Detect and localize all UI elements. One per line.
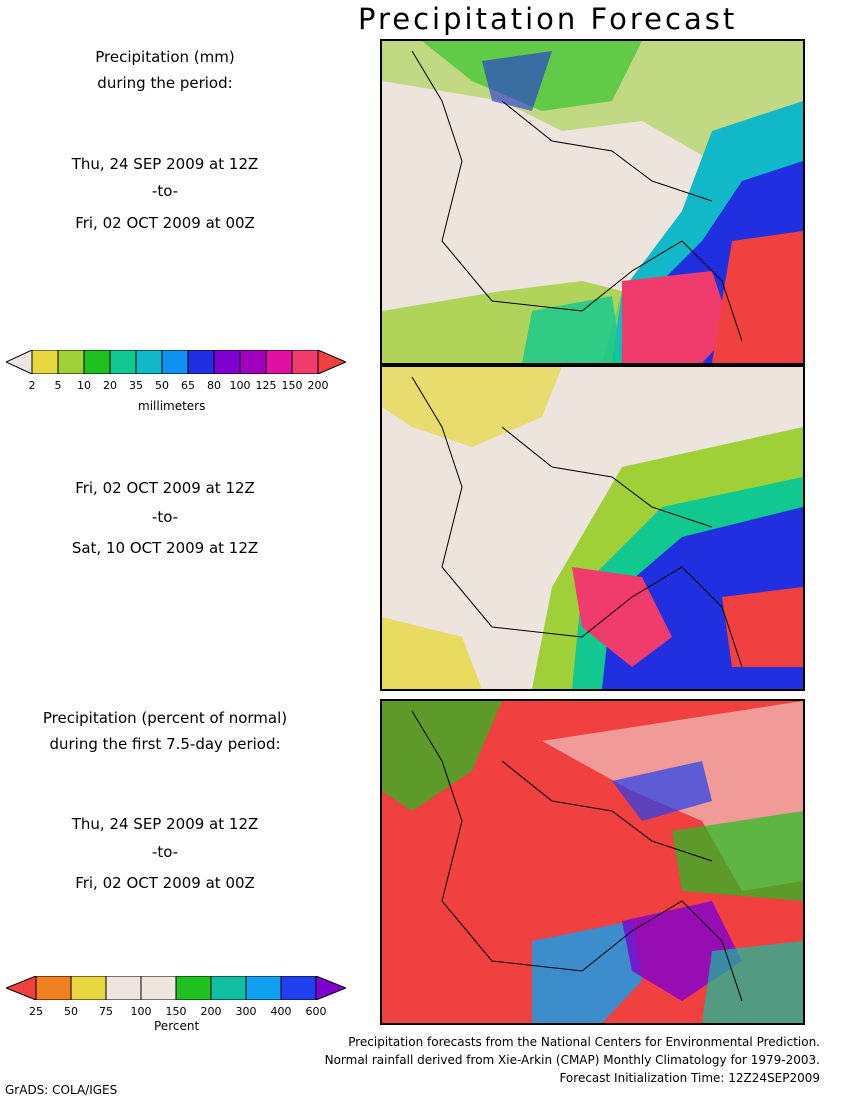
colorbar-mm-tick-label: 80 <box>207 379 221 392</box>
panel2-end-time: Sat, 10 OCT 2009 at 12Z <box>71 539 259 557</box>
colorbar-percent-swatch <box>105 975 142 1001</box>
colorbar-percent-swatch <box>210 975 247 1001</box>
panel3-to: -to- <box>151 843 179 861</box>
colorbar-percent-unit: Percent <box>154 1019 200 1033</box>
credit-line2: Normal rainfall derived from Xie-Arkin (… <box>324 1053 820 1067</box>
colorbar-percent-swatch <box>70 975 107 1001</box>
colorbar-mm-tick-label: 35 <box>129 379 143 392</box>
colorbar-mm-unit: millimeters <box>138 399 206 413</box>
colorbar-percent-tick-label: 300 <box>235 1005 257 1018</box>
colorbar-mm-tick-label: 100 <box>229 379 251 392</box>
colorbar-percent-tick-label: 200 <box>200 1005 222 1018</box>
panel2-start-time: Fri, 02 OCT 2009 at 12Z <box>75 479 255 497</box>
panel3-heading-line1: Precipitation (percent of normal) <box>42 709 288 727</box>
colorbar-percent-swatch <box>245 975 282 1001</box>
panel1-heading-line2: during the period: <box>97 74 233 92</box>
colorbar-percent-arrow-low <box>4 975 37 1001</box>
colorbar-mm-swatch <box>83 349 111 375</box>
colorbar-percent-swatch <box>175 975 212 1001</box>
colorbar-mm-swatch <box>239 349 267 375</box>
colorbar-mm-tick-label: 10 <box>77 379 91 392</box>
colorbar-mm-arrow-high <box>317 349 348 375</box>
colorbar-mm-swatch <box>265 349 293 375</box>
colorbar-mm <box>4 349 348 375</box>
colorbar-mm-tick-label: 5 <box>54 379 62 392</box>
colorbar-mm-swatch <box>31 349 59 375</box>
colorbar-percent-tick-label: 600 <box>305 1005 327 1018</box>
credit-line1: Precipitation forecasts from the Nationa… <box>348 1035 820 1049</box>
colorbar-mm-tick-label: 200 <box>307 379 329 392</box>
colorbar-mm-swatch <box>135 349 163 375</box>
colorbar-mm-arrow-low <box>4 349 33 375</box>
colorbar-mm-swatch <box>161 349 189 375</box>
panel1-to: -to- <box>151 182 179 200</box>
panel1-start-time: Thu, 24 SEP 2009 at 12Z <box>71 155 259 173</box>
colorbar-percent-tick-label: 75 <box>99 1005 113 1018</box>
map-precip-week1 <box>380 39 805 365</box>
panel2-to: -to- <box>151 508 179 526</box>
panel3-heading-line2: during the first 7.5-day period: <box>49 735 281 753</box>
panel3-end-time: Fri, 02 OCT 2009 at 00Z <box>75 874 255 892</box>
colorbar-percent-swatch <box>140 975 177 1001</box>
colorbar-percent-tick-label: 150 <box>165 1005 187 1018</box>
colorbar-percent <box>4 975 348 1001</box>
colorbar-percent-tick-label: 25 <box>29 1005 43 1018</box>
page-title: Precipitation Forecast <box>358 2 738 36</box>
credit-line3: Forecast Initialization Time: 12Z24SEP20… <box>559 1071 820 1085</box>
panel1-heading-line1: Precipitation (mm) <box>95 48 235 66</box>
colorbar-mm-tick-label: 2 <box>28 379 36 392</box>
colorbar-mm-tick-label: 125 <box>255 379 277 392</box>
colorbar-mm-swatch <box>109 349 137 375</box>
colorbar-mm-tick-label: 20 <box>103 379 117 392</box>
map-precip-week2 <box>380 365 805 691</box>
colorbar-percent-arrow-high <box>315 975 348 1001</box>
colorbar-mm-swatch <box>213 349 241 375</box>
colorbar-mm-tick-label: 150 <box>281 379 303 392</box>
map-percent-of-normal <box>380 699 805 1025</box>
colorbar-percent-swatch <box>35 975 72 1001</box>
colorbar-percent-tick-label: 50 <box>64 1005 78 1018</box>
panel1-end-time: Fri, 02 OCT 2009 at 00Z <box>75 214 255 232</box>
panel3-start-time: Thu, 24 SEP 2009 at 12Z <box>71 815 259 833</box>
colorbar-percent-tick-label: 400 <box>270 1005 292 1018</box>
colorbar-mm-swatch <box>291 349 319 375</box>
colorbar-mm-swatch <box>57 349 85 375</box>
colorbar-mm-tick-label: 50 <box>155 379 169 392</box>
colorbar-percent-tick-label: 100 <box>130 1005 152 1018</box>
colorbar-mm-swatch <box>187 349 215 375</box>
software-credit: GrADS: COLA/IGES <box>5 1083 118 1097</box>
colorbar-percent-swatch <box>280 975 317 1001</box>
colorbar-mm-tick-label: 65 <box>181 379 195 392</box>
